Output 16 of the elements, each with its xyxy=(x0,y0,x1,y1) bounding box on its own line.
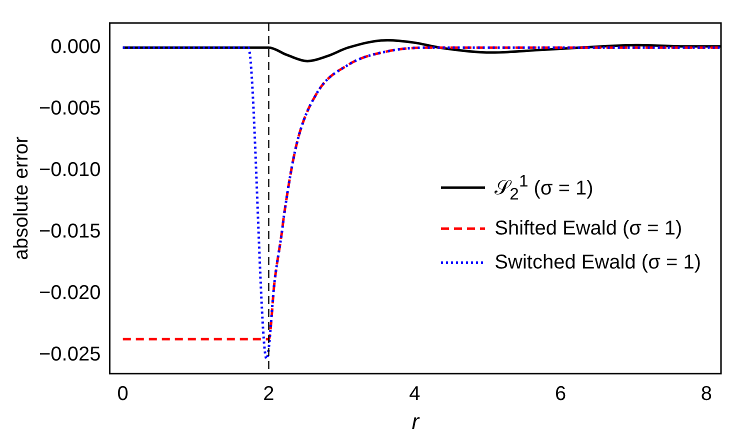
y-tick-label: 0.000 xyxy=(50,36,101,58)
y-tick-label: −0.020 xyxy=(38,282,101,304)
y-axis-title: absolute error xyxy=(10,136,33,260)
legend-label: Switched Ewald (σ = 1) xyxy=(494,250,701,276)
legend-label: 𝒮$_{2}$$^{1}$ (σ = 1) xyxy=(494,170,594,206)
x-tick-label: 4 xyxy=(409,383,420,406)
legend-label: Shifted Ewald (σ = 1) xyxy=(494,216,682,242)
y-tick-label: −0.015 xyxy=(38,220,101,243)
x-tick-label: 6 xyxy=(554,383,566,406)
x-tick-label: 8 xyxy=(700,383,712,406)
x-axis-title: r xyxy=(412,408,421,434)
x-tick-label: 0 xyxy=(117,383,128,406)
y-tick-label: −0.010 xyxy=(38,159,101,182)
y-tick-label: −0.025 xyxy=(38,344,101,366)
y-tick-label: −0.005 xyxy=(38,98,101,120)
x-tick-label: 2 xyxy=(263,383,274,406)
